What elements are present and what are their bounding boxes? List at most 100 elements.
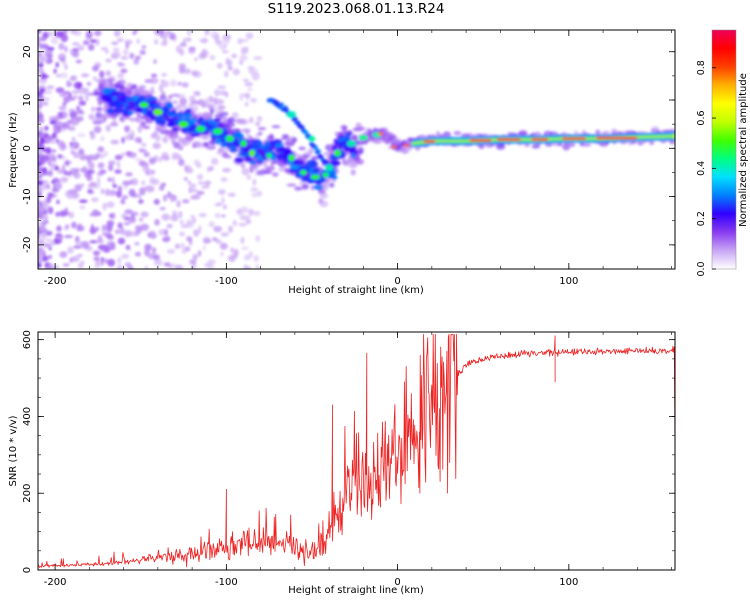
noise-speckle <box>174 264 184 269</box>
noise-speckle <box>192 217 197 224</box>
noise-speckle <box>92 250 101 256</box>
noise-speckle <box>106 201 115 208</box>
noise-speckle <box>214 213 221 219</box>
noise-speckle <box>138 193 142 200</box>
noise-speckle <box>207 259 216 265</box>
noise-speckle <box>138 148 145 153</box>
noise-speckle <box>158 84 164 92</box>
ridge-speckle <box>168 112 178 118</box>
halo-speckle <box>95 111 103 119</box>
noise-speckle <box>63 234 73 239</box>
noise-speckle <box>253 254 260 262</box>
halo-speckle <box>442 131 452 138</box>
noise-speckle <box>56 154 63 158</box>
noise-speckle <box>105 124 112 132</box>
halo-speckle <box>162 97 172 104</box>
ridge-speckle <box>229 148 238 153</box>
noise-speckle <box>89 130 94 135</box>
noise-speckle <box>134 180 139 185</box>
halo-speckle <box>141 125 149 130</box>
noise-speckle <box>73 30 82 36</box>
noise-speckle <box>185 219 193 227</box>
halo-speckle <box>557 142 563 147</box>
noise-speckle <box>240 206 249 214</box>
noise-speckle <box>215 202 223 207</box>
noise-speckle <box>168 265 174 269</box>
halo-speckle <box>311 155 320 161</box>
noise-speckle <box>38 184 46 193</box>
ridge-speckle <box>165 101 173 108</box>
noise-speckle <box>186 37 192 42</box>
halo-speckle <box>111 112 119 117</box>
noise-speckle <box>221 196 225 205</box>
noise-speckle <box>253 56 263 60</box>
noise-speckle <box>79 154 89 161</box>
halo-speckle <box>319 193 329 199</box>
snr-y-tick-label: 200 <box>22 484 33 503</box>
noise-speckle <box>80 183 85 188</box>
noise-speckle <box>87 188 93 193</box>
highlight-blob <box>248 149 256 157</box>
band-hot-segment <box>561 137 586 140</box>
noise-speckle <box>77 133 86 138</box>
band-hot-segment <box>423 140 436 143</box>
noise-speckle <box>97 146 105 153</box>
halo-speckle <box>301 183 310 190</box>
noise-speckle <box>153 198 160 205</box>
noise-speckle <box>217 85 227 90</box>
ridge-speckle <box>189 117 198 124</box>
highlight-blob <box>358 134 369 141</box>
halo-speckle <box>324 183 329 190</box>
noise-speckle <box>210 157 219 165</box>
noise-speckle <box>45 97 50 101</box>
noise-speckle <box>218 189 226 195</box>
noise-speckle <box>111 41 119 45</box>
noise-speckle <box>79 205 86 210</box>
snr-y-axis-label: SNR (10 * v/v) <box>8 415 19 486</box>
noise-speckle <box>92 185 100 189</box>
noise-speckle <box>42 102 49 106</box>
noise-speckle <box>71 192 80 199</box>
noise-speckle <box>62 263 70 267</box>
noise-speckle <box>180 242 185 250</box>
noise-speckle <box>112 77 116 82</box>
highlight-blob <box>240 140 247 147</box>
noise-speckle <box>71 255 81 262</box>
noise-speckle <box>112 183 118 189</box>
halo-speckle <box>308 147 314 155</box>
noise-speckle <box>231 112 239 119</box>
noise-speckle <box>121 195 129 200</box>
noise-speckle <box>158 185 165 191</box>
colorbar-tick-label: 0.8 <box>696 60 707 75</box>
noise-speckle <box>75 115 84 122</box>
noise-speckle <box>166 223 173 229</box>
noise-speckle <box>127 216 137 224</box>
noise-speckle <box>256 190 263 197</box>
noise-speckle <box>208 221 215 228</box>
noise-speckle <box>203 180 212 186</box>
noise-speckle <box>202 245 206 251</box>
noise-speckle <box>216 62 223 69</box>
noise-speckle <box>100 47 108 51</box>
spectrogram-y-tick-label: -20 <box>22 237 33 253</box>
noise-speckle <box>77 95 84 100</box>
noise-speckle <box>38 150 43 156</box>
noise-speckle <box>194 57 198 62</box>
noise-speckle <box>38 251 41 259</box>
noise-speckle <box>59 177 66 183</box>
spectrogram-x-tick-label: -100 <box>215 276 238 287</box>
noise-speckle <box>135 226 143 234</box>
noise-speckle <box>38 52 43 58</box>
noise-speckle <box>58 42 65 51</box>
noise-speckle <box>38 261 42 268</box>
halo-speckle <box>120 119 126 123</box>
noise-speckle <box>247 87 253 92</box>
noise-speckle <box>221 214 226 218</box>
noise-speckle <box>38 181 44 186</box>
noise-speckle <box>94 261 101 269</box>
halo-speckle <box>171 100 178 105</box>
noise-speckle <box>63 171 72 176</box>
halo-speckle <box>407 146 413 151</box>
ridge-speckle <box>330 153 337 161</box>
noise-speckle <box>154 218 160 226</box>
